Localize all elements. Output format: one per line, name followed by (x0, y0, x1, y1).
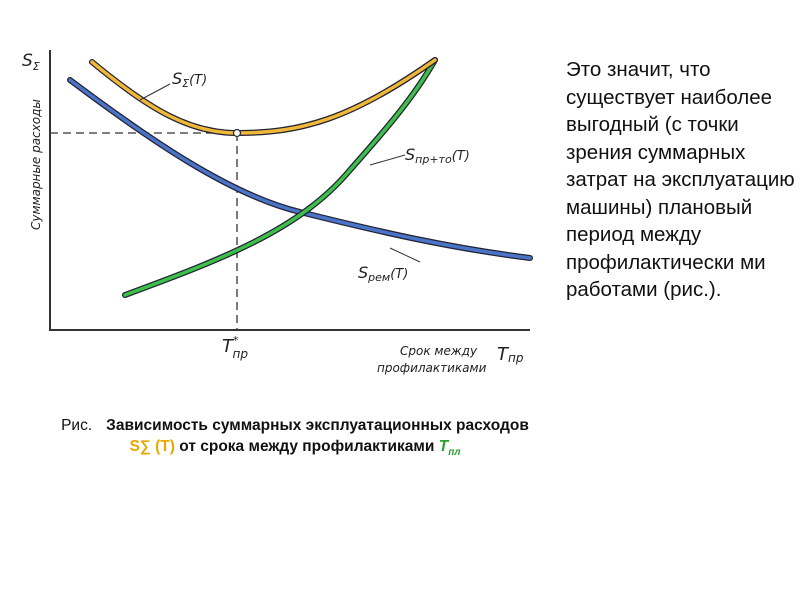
subscript: рем (367, 271, 390, 284)
caption-text: Зависимость суммарных эксплуатационных р… (106, 417, 529, 434)
x-symbol: Tпр (497, 344, 524, 365)
symbol: S (358, 263, 368, 282)
optimum-point (232, 128, 242, 138)
curve-outline (89, 57, 438, 137)
symbol: S (22, 51, 33, 71)
argument: (T) (452, 149, 470, 164)
subscript: пр (233, 347, 249, 361)
argument: (T) (189, 73, 207, 88)
subscript: пр (508, 351, 524, 365)
subscript: пл (448, 447, 461, 459)
x-axis-title: профилактиками (377, 361, 487, 375)
leader (139, 83, 171, 101)
curve-outline (122, 57, 438, 298)
caption: Рис. Зависимость суммарных эксплуатационн… (60, 415, 530, 463)
subscript: Σ (182, 77, 189, 90)
leader (369, 154, 406, 166)
symbol: S (172, 69, 182, 88)
curve-outline (67, 77, 533, 261)
total-label: SΣ(T) (172, 69, 207, 90)
x-axis-title: Срок между (400, 344, 478, 358)
superscript: * (233, 334, 239, 347)
prevention-curve (123, 58, 437, 297)
prevention-label: Sпр+то(T) (405, 145, 470, 166)
leader (389, 247, 421, 263)
y-symbol: SΣ (22, 51, 40, 73)
subscript: пр+то (415, 153, 452, 166)
argument: (T) (390, 267, 408, 282)
paragraph: Это значит, что существует наиболее выго… (566, 58, 795, 301)
caption-text: от срока между профилактиками (174, 438, 439, 455)
repair-label: Sрем(T) (358, 263, 408, 284)
symbol: T (497, 344, 510, 365)
symbol: T (222, 336, 235, 357)
caption-symbol: S∑ (T) (129, 438, 175, 455)
repair-curve (68, 78, 532, 260)
caption-prefix: Рис. (61, 417, 93, 434)
diagram: SΣ Суммарные расходы SΣ(T) Sпр+то(T) Sре… (22, 50, 533, 375)
y-axis-title: Суммарные расходы (29, 99, 43, 230)
total-curve (90, 58, 437, 135)
symbol: S (405, 145, 415, 164)
subscript: Σ (33, 60, 40, 73)
caption-symbol: Tпл (438, 438, 461, 459)
curves (67, 57, 533, 298)
optimum-label: T* пр (222, 334, 248, 361)
symbol: T (438, 438, 449, 455)
